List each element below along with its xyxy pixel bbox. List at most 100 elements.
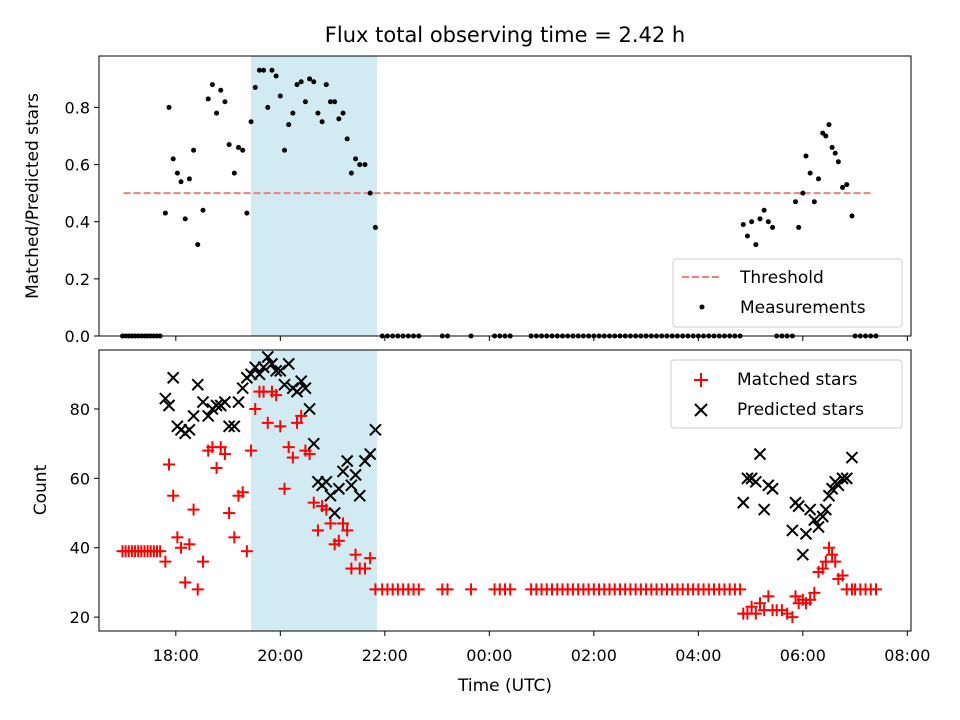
top-y-tick-label: 0.6 xyxy=(65,156,90,175)
predicted-stars-point xyxy=(792,499,805,513)
measurements-legend-marker xyxy=(699,304,705,310)
predicted-stars-point xyxy=(232,395,245,409)
matched-stars-point xyxy=(808,586,821,599)
measurements-point xyxy=(803,153,809,159)
x-tick-label: 00:00 xyxy=(466,646,512,665)
matched-stars-point xyxy=(159,555,172,568)
matched-stars-point xyxy=(223,507,236,520)
measurements-point xyxy=(294,82,300,88)
measurements-point xyxy=(252,84,258,90)
measurements-point xyxy=(273,73,279,79)
predicted-stars-point xyxy=(320,475,333,489)
predicted-stars-point xyxy=(832,479,845,492)
predicted-stars-point xyxy=(228,420,241,433)
predicted-stars-point xyxy=(210,399,223,412)
measurements-point xyxy=(800,190,806,196)
measurements-point xyxy=(362,162,368,168)
measurements-point xyxy=(753,242,759,248)
matched-stars-point xyxy=(183,538,196,551)
predicted-stars-point xyxy=(803,503,817,516)
measurements-point xyxy=(835,159,841,165)
predicted-stars-point xyxy=(222,420,236,433)
x-tick-label: 20:00 xyxy=(257,646,303,665)
top-y-tick-label: 0.8 xyxy=(65,98,90,117)
measurements-point xyxy=(186,176,192,182)
predicted-stars-point xyxy=(191,378,204,391)
measurements-legend-label: Measurements xyxy=(740,298,866,318)
matched-stars-point xyxy=(753,597,766,610)
measurements-point xyxy=(319,119,325,125)
top-y-tick-label: 0.4 xyxy=(65,213,90,232)
measurements-point xyxy=(209,82,215,88)
predicted-stars-point xyxy=(196,395,210,409)
measurements-point xyxy=(357,162,363,168)
threshold-legend-label: Threshold xyxy=(739,268,824,288)
measurements-point xyxy=(200,207,206,213)
measurements-point xyxy=(290,110,296,116)
x-tick-label: 02:00 xyxy=(571,646,617,665)
matched-stars-point xyxy=(210,461,223,474)
matched-stars-point xyxy=(358,562,371,575)
measurements-point xyxy=(793,199,799,205)
predicted-stars-point xyxy=(353,489,366,502)
predicted-stars-point xyxy=(218,395,232,409)
top-panel-x-ticks xyxy=(175,336,908,341)
matched-stars-point xyxy=(179,576,192,589)
predicted-stars-point xyxy=(808,513,821,527)
measurements-point xyxy=(311,79,317,85)
measurements-point xyxy=(826,122,832,128)
predicted-stars-point xyxy=(183,423,196,436)
matched-stars-point xyxy=(762,590,775,603)
measurements-point xyxy=(307,76,313,82)
matched-legend-marker xyxy=(694,373,708,387)
predicted-stars-point xyxy=(825,482,839,495)
top-panel-highlight-span xyxy=(251,56,377,336)
predicted-stars-point xyxy=(236,381,249,395)
matched-stars-point xyxy=(187,503,200,516)
measurements-point xyxy=(226,142,232,148)
matched-stars-point xyxy=(311,524,324,537)
measurements-point xyxy=(840,184,846,190)
matched-stars-point xyxy=(749,607,762,620)
matched-stars-point xyxy=(412,583,425,596)
measurements-point xyxy=(166,104,172,110)
bottom-y-tick-label: 40 xyxy=(70,539,90,558)
predicted-stars-point xyxy=(741,472,754,485)
measurements-point xyxy=(765,219,771,225)
predicted-stars-point xyxy=(253,368,266,381)
predicted-stars-point xyxy=(840,472,853,485)
matched-stars-point xyxy=(167,489,180,502)
matched-stars-point xyxy=(349,548,362,561)
predicted-stars-point xyxy=(265,357,279,371)
matched-stars-point xyxy=(245,444,258,457)
predicted-stars-point xyxy=(159,392,172,405)
measurements-point xyxy=(174,170,180,176)
top-panel-y-label: Matched/Predicted stars xyxy=(23,93,43,299)
bottom-panel-y-axis: 20 40 60 80 xyxy=(70,400,99,627)
bottom-panel-marks xyxy=(116,350,882,624)
top-panel: 0.00.20.40.60.8 Matched/Predicted stars … xyxy=(23,55,912,346)
x-tick-label: 22:00 xyxy=(362,646,408,665)
matched-stars-point xyxy=(789,590,802,603)
predicted-stars-point xyxy=(766,482,779,495)
matched-legend-label: Matched stars xyxy=(737,370,857,390)
predicted-stars-point xyxy=(332,482,346,495)
measurements-point xyxy=(336,116,342,122)
measurements-point xyxy=(281,147,287,153)
predicted-stars-point xyxy=(290,385,304,398)
measurements-point xyxy=(740,222,746,228)
matched-stars-point xyxy=(240,545,253,558)
matched-stars-point xyxy=(218,448,231,461)
predicted-stars-point xyxy=(749,475,763,489)
measurements-point xyxy=(240,147,246,153)
predicted-stars-point xyxy=(796,548,810,561)
matched-stars-point xyxy=(332,534,345,547)
measurements-point xyxy=(757,216,763,222)
predicted-stars-point xyxy=(324,489,337,502)
matched-stars-point xyxy=(734,583,747,596)
measurements-point xyxy=(340,110,346,116)
measurements-point xyxy=(807,170,813,176)
matched-stars-point xyxy=(236,486,249,499)
matched-stars-point xyxy=(337,517,350,530)
matched-stars-point xyxy=(786,611,799,624)
